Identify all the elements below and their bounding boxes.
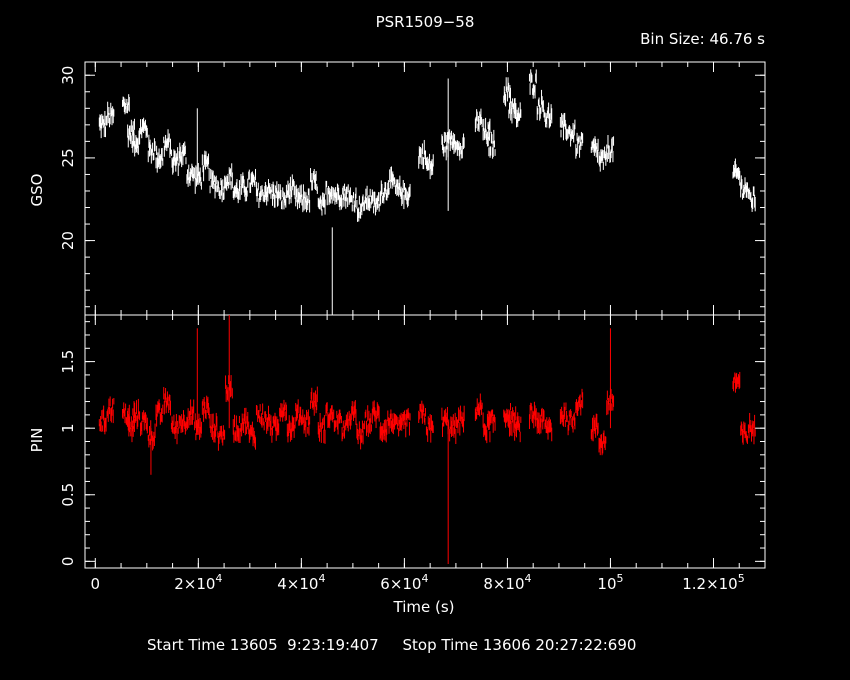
- gso-series: [98, 69, 756, 315]
- pin-ytick-label: 0.5: [59, 483, 77, 507]
- start-time-label: Start Time: [147, 636, 226, 654]
- stop-time-label: Stop Time: [402, 636, 479, 654]
- time-tick-label: 4×104: [277, 572, 325, 593]
- pin-ytick-label: 1: [59, 423, 77, 433]
- time-tick-label: 6×104: [380, 572, 428, 593]
- pin-series: [98, 315, 756, 565]
- time-tick-label: 1.2×105: [682, 572, 745, 593]
- gso-ytick-label: 20: [59, 231, 77, 250]
- time-tick-label: 0: [91, 575, 101, 593]
- time-tick-label: 8×104: [483, 572, 531, 593]
- gso-frame: [84, 61, 766, 316]
- time-axis-label: Time (s): [393, 598, 455, 616]
- start-time-value: 13605 9:23:19:407: [229, 636, 379, 654]
- time-tick-label: 2×104: [174, 572, 222, 593]
- pin-ytick-label: 0: [59, 557, 77, 567]
- pin-ytick-label: 1.5: [59, 350, 77, 374]
- pin-panel: 0 0.5 1 1.5 0 2×104 4×104 6×104 8×104 105 1.2×105: [59, 314, 766, 593]
- pin-frame: [84, 314, 766, 569]
- pin-axis-label: PIN: [28, 428, 46, 453]
- footer: Start Time 13605 9:23:19:407 Stop Time 1…: [147, 636, 636, 654]
- stop-time-value: 13606 20:27:22:690: [482, 636, 637, 654]
- time-tick-label: 105: [597, 572, 623, 593]
- bin-size-label: Bin Size: 46.76 s: [640, 30, 765, 48]
- chart-title: PSR1509−58: [375, 13, 475, 31]
- gso-axis-label: GSO: [28, 174, 46, 207]
- gso-panel: 20 25 30: [59, 61, 766, 316]
- gso-ytick-label: 30: [59, 66, 77, 85]
- gso-ytick-label: 25: [59, 148, 77, 167]
